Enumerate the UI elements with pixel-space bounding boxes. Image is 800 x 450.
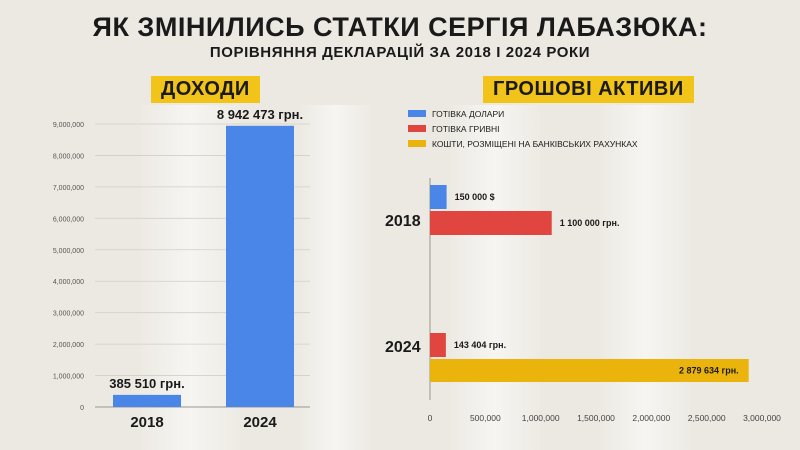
legend-swatch	[408, 140, 426, 147]
income-y-tick-label: 0	[80, 405, 84, 412]
assets-category-label: 2024	[385, 339, 421, 356]
income-y-tick-label: 3,000,000	[53, 311, 84, 318]
assets-x-tick-label: 1,000,000	[522, 413, 560, 423]
income-category-label: 2018	[130, 414, 163, 431]
income-value-label: 8 942 473 грн.	[217, 107, 303, 122]
assets-value-label: 2 879 634 грн.	[679, 366, 739, 376]
legend-label: ГОТІВКА ГРИВНІ	[432, 124, 500, 134]
assets-value-label: 1 100 000 грн.	[560, 218, 620, 228]
assets-x-tick-label: 2,000,000	[632, 413, 670, 423]
background-column-right-1	[450, 105, 540, 450]
assets-value-label: 150 000 $	[455, 192, 495, 202]
legend-swatch	[408, 125, 426, 132]
income-y-tick-label: 1,000,000	[53, 374, 84, 381]
income-chart-title: ДОХОДИ	[151, 76, 260, 103]
income-value-label: 385 510 грн.	[109, 376, 184, 391]
income-y-tick-label: 5,000,000	[53, 248, 84, 255]
assets-chart-title: ГРОШОВІ АКТИВИ	[483, 76, 694, 103]
background-column-right-2	[600, 105, 690, 450]
assets-category-label: 2018	[385, 213, 421, 230]
income-y-tick-label: 7,000,000	[53, 185, 84, 192]
income-y-tick-label: 4,000,000	[53, 279, 84, 286]
assets-x-tick-label: 1,500,000	[577, 413, 615, 423]
income-category-label: 2024	[243, 414, 277, 431]
income-bar-2024	[226, 125, 294, 408]
income-y-tick-label: 9,000,000	[53, 122, 84, 129]
assets-bar	[430, 211, 552, 235]
assets-x-tick-label: 0	[428, 413, 433, 423]
assets-value-label: 143 404 грн.	[454, 340, 506, 350]
page-subtitle: ПОРІВНЯННЯ ДЕКЛАРАЦІЙ ЗА 2018 І 2024 РОК…	[209, 44, 591, 61]
background-column-center	[300, 105, 370, 450]
assets-x-tick-label: 3,000,000	[743, 413, 781, 423]
legend-swatch	[408, 110, 426, 117]
legend-label: КОШТИ, РОЗМІЩЕНІ НА БАНКІВСЬКИХ РАХУНКАХ	[432, 139, 638, 149]
assets-x-tick-label: 2,500,000	[688, 413, 726, 423]
assets-bar	[430, 185, 447, 209]
legend-label: ГОТІВКА ДОЛАРИ	[432, 109, 504, 119]
assets-x-tick-label: 500,000	[470, 413, 501, 423]
assets-bar	[430, 359, 749, 382]
income-bar-2018	[113, 394, 181, 407]
page-title: ЯК ЗМІНИЛИСЬ СТАТКИ СЕРГІЯ ЛАБАЗЮКА:	[92, 12, 708, 42]
income-y-tick-label: 8,000,000	[53, 153, 84, 160]
background-column-left	[140, 105, 240, 450]
income-y-tick-label: 6,000,000	[53, 216, 84, 223]
income-y-tick-label: 2,000,000	[53, 342, 84, 349]
assets-bar	[430, 333, 446, 357]
